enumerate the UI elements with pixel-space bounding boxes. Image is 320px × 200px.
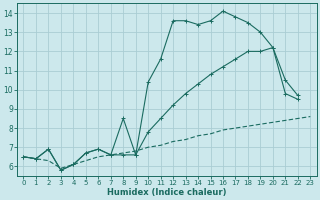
X-axis label: Humidex (Indice chaleur): Humidex (Indice chaleur) (107, 188, 227, 197)
